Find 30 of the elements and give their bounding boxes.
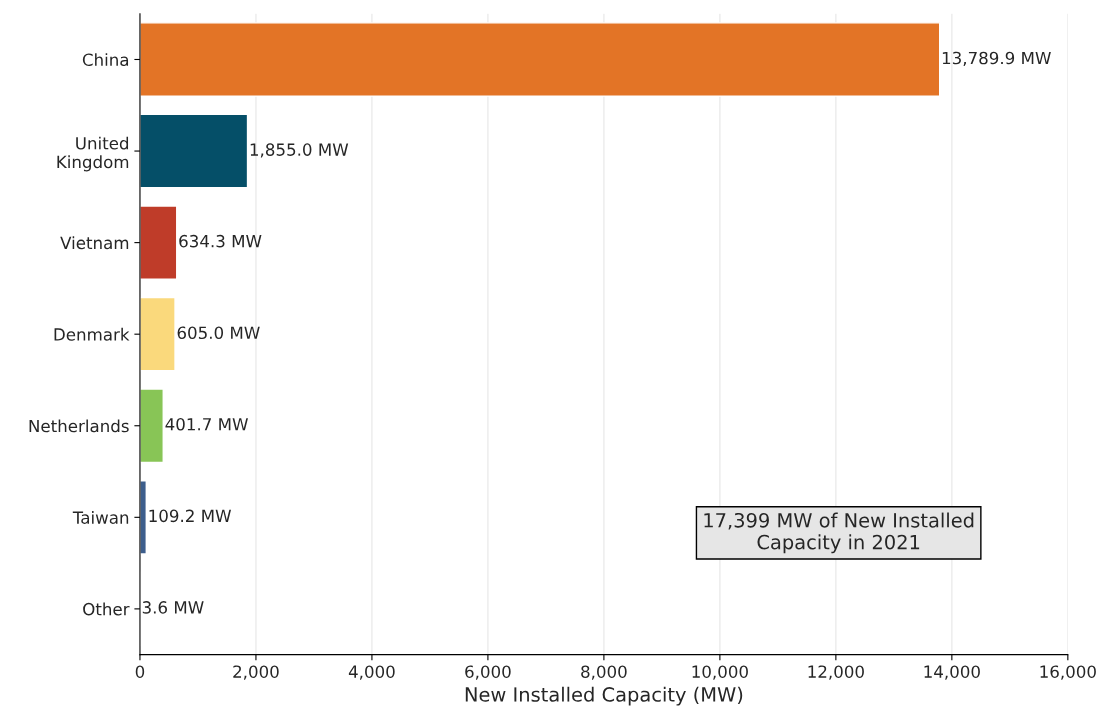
data-label: 109.2 MW <box>149 509 231 523</box>
bar <box>139 22 941 97</box>
y-tick-label: Taiwan <box>72 510 129 524</box>
x-tick-label: 4,000 <box>348 665 395 680</box>
y-tick-label: Vietnam <box>60 236 129 250</box>
x-tick-label: 14,000 <box>924 665 980 680</box>
data-label: 401.7 MW <box>165 417 248 431</box>
data-label: 605.0 MW <box>177 326 260 340</box>
x-tick-label: 10,000 <box>692 665 748 680</box>
annotation: 17,399 MW of New Installed Capacity in 2021 <box>704 512 974 554</box>
bar <box>139 296 176 372</box>
data-label: 634.3 MW <box>179 234 262 248</box>
x-tick-label: 16,000 <box>1040 665 1096 680</box>
data-label: 1,855.0 MW <box>250 143 349 158</box>
data-label: 13,789.9 MW <box>942 51 1051 67</box>
x-tick-label: 6,000 <box>465 665 511 680</box>
y-tick-label: United Kingdom <box>57 136 129 172</box>
x-tick-label: 0 <box>135 665 145 678</box>
y-tick-label: China <box>82 53 129 67</box>
x-tick-label: 8,000 <box>581 665 627 680</box>
x-tick-label: 2,000 <box>233 665 279 680</box>
x-tick-label: 12,000 <box>808 665 864 680</box>
bar <box>139 205 178 280</box>
x-axis-title: New Installed Capacity (MW) <box>465 686 743 706</box>
y-tick-label: Netherlands <box>29 419 129 433</box>
bar <box>139 388 164 464</box>
y-tick-label: Other <box>83 602 130 616</box>
y-tick-label: Denmark <box>54 327 130 341</box>
bar <box>139 113 249 189</box>
data-label: 3.6 MW <box>142 601 204 614</box>
